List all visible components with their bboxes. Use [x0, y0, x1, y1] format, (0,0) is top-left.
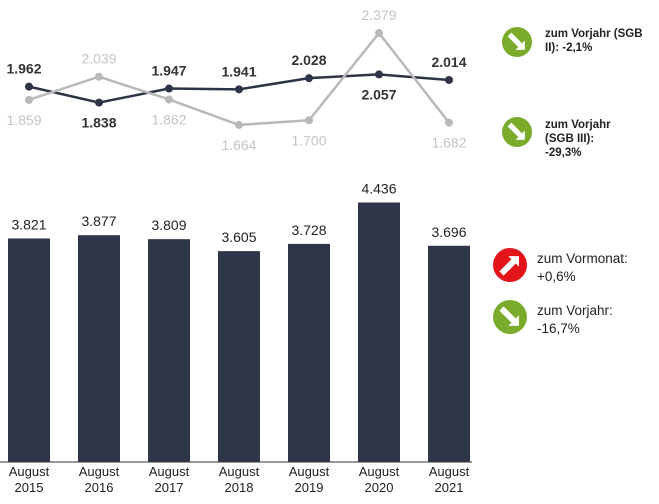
point [305, 74, 313, 83]
point [375, 70, 383, 79]
indicator: zum Vorjahr (SGB III): -29,3% [545, 118, 625, 160]
trend-arrow [499, 306, 518, 325]
indicator-label: zum Vorjahr (SGB II): [545, 28, 643, 54]
trend-arrowhead [515, 130, 525, 140]
value-label: 1.962 [6, 61, 41, 77]
value-label: 3.877 [81, 213, 116, 229]
value-label: 1.838 [81, 115, 116, 131]
value-label: 3.728 [291, 222, 326, 238]
bar [288, 243, 330, 462]
x-tick-label: August 2020 [358, 464, 400, 495]
indicator-label: zum Vormonat: [537, 251, 628, 266]
x-tick-label: August 2019 [288, 464, 330, 495]
point [95, 72, 103, 81]
point [165, 84, 173, 93]
point [235, 85, 243, 94]
trend-arrowhead [508, 256, 519, 267]
value-label: 1.859 [6, 112, 41, 128]
trend-arrow [499, 257, 518, 276]
value-label: 2.028 [291, 52, 326, 68]
bar [8, 238, 50, 462]
point [235, 120, 243, 129]
value-label: 1.664 [221, 137, 256, 153]
trend-arrowhead [508, 315, 519, 326]
point [445, 118, 453, 127]
bar [358, 202, 400, 462]
value-label: 1.682 [431, 135, 466, 151]
point [25, 95, 33, 104]
x-tick-label: August 2017 [148, 464, 190, 495]
point [445, 75, 453, 84]
indicator-label: zum Vorjahr: [537, 303, 613, 318]
value-label: 1.947 [151, 63, 186, 79]
point [25, 82, 33, 91]
point [165, 95, 173, 104]
bar [428, 245, 470, 462]
bar [218, 251, 260, 462]
indicator-value: -29,3% [545, 147, 582, 159]
point [375, 29, 383, 38]
bar [78, 235, 120, 462]
point [95, 98, 103, 107]
value-label: 2.039 [81, 51, 116, 67]
trend-arrow [507, 122, 524, 139]
trend-arrow [507, 32, 524, 49]
indicator-value: -2,1% [562, 42, 593, 54]
indicator-value: +0,6% [537, 269, 576, 284]
point [305, 116, 313, 125]
x-tick-label: August 2015 [8, 464, 50, 495]
bar [148, 239, 190, 462]
x-tick-label: August 2018 [218, 464, 260, 495]
value-label: 1.862 [151, 111, 186, 127]
indicator-label: zum Vorjahr (SGB III): [545, 119, 611, 145]
value-label: 2.057 [361, 86, 396, 102]
indicator-value: -16,7% [537, 321, 580, 336]
indicator: zum Vorjahr: -16,7% [537, 302, 637, 338]
value-label: 3.809 [151, 217, 186, 233]
value-label: 3.605 [221, 229, 256, 245]
value-label: 3.696 [431, 224, 466, 240]
trend-arrowhead [515, 40, 525, 50]
value-label: 2.379 [361, 7, 396, 23]
value-label: 1.700 [291, 132, 326, 148]
value-label: 1.941 [221, 63, 256, 79]
x-tick-label: August 2016 [78, 464, 120, 495]
x-tick-label: August 2021 [428, 464, 470, 495]
indicator: zum Vorjahr (SGB II): -2,1% [545, 27, 655, 55]
value-label: 2.014 [431, 54, 466, 70]
value-label: 4.436 [361, 180, 396, 196]
indicator: zum Vormonat: +0,6% [537, 250, 637, 286]
value-label: 3.821 [11, 216, 46, 232]
